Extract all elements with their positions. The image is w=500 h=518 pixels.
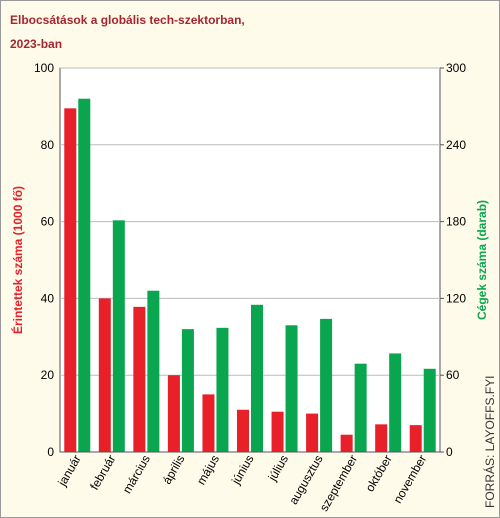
bar — [216, 327, 229, 452]
bar — [389, 353, 402, 452]
bar — [271, 411, 284, 452]
y2-tick-label: 300 — [446, 61, 466, 75]
y-tick-label: 20 — [41, 368, 55, 382]
y2-tick-label: 240 — [446, 138, 466, 152]
y-tick-label: 80 — [41, 138, 55, 152]
y2-tick-label: 60 — [446, 368, 460, 382]
bar — [78, 98, 91, 452]
bar — [64, 108, 77, 452]
y-tick-label: 100 — [34, 61, 54, 75]
y2-tick-label: 0 — [446, 445, 453, 459]
bar — [98, 298, 111, 452]
y-tick-label: 60 — [41, 215, 55, 229]
y2-tick-label: 180 — [446, 215, 466, 229]
bar — [306, 413, 319, 452]
bar — [285, 325, 298, 452]
y-tick-label: 40 — [41, 291, 55, 305]
bar — [181, 329, 194, 452]
chart-title: Elbocsátások a globális tech-szektorban,… — [10, 13, 245, 51]
bar — [251, 304, 263, 452]
bar — [375, 424, 388, 452]
bar — [423, 368, 436, 452]
bar — [202, 394, 215, 452]
bar — [147, 290, 160, 452]
bar — [320, 318, 333, 452]
bar — [167, 375, 180, 452]
bar — [112, 220, 125, 452]
y-tick-label: 0 — [47, 445, 54, 459]
bar — [409, 425, 422, 452]
bar — [133, 306, 146, 452]
bar — [340, 434, 353, 452]
bar — [354, 363, 367, 452]
y2-tick-label: 120 — [446, 291, 466, 305]
bar — [237, 409, 249, 452]
y2-axis-label: Cégek száma (darab) — [475, 200, 489, 320]
source-note: FORRÁS: LAYOFFS.FYI — [482, 376, 497, 508]
y-axis-label: Érintettek száma (1000 fő) — [10, 186, 25, 334]
